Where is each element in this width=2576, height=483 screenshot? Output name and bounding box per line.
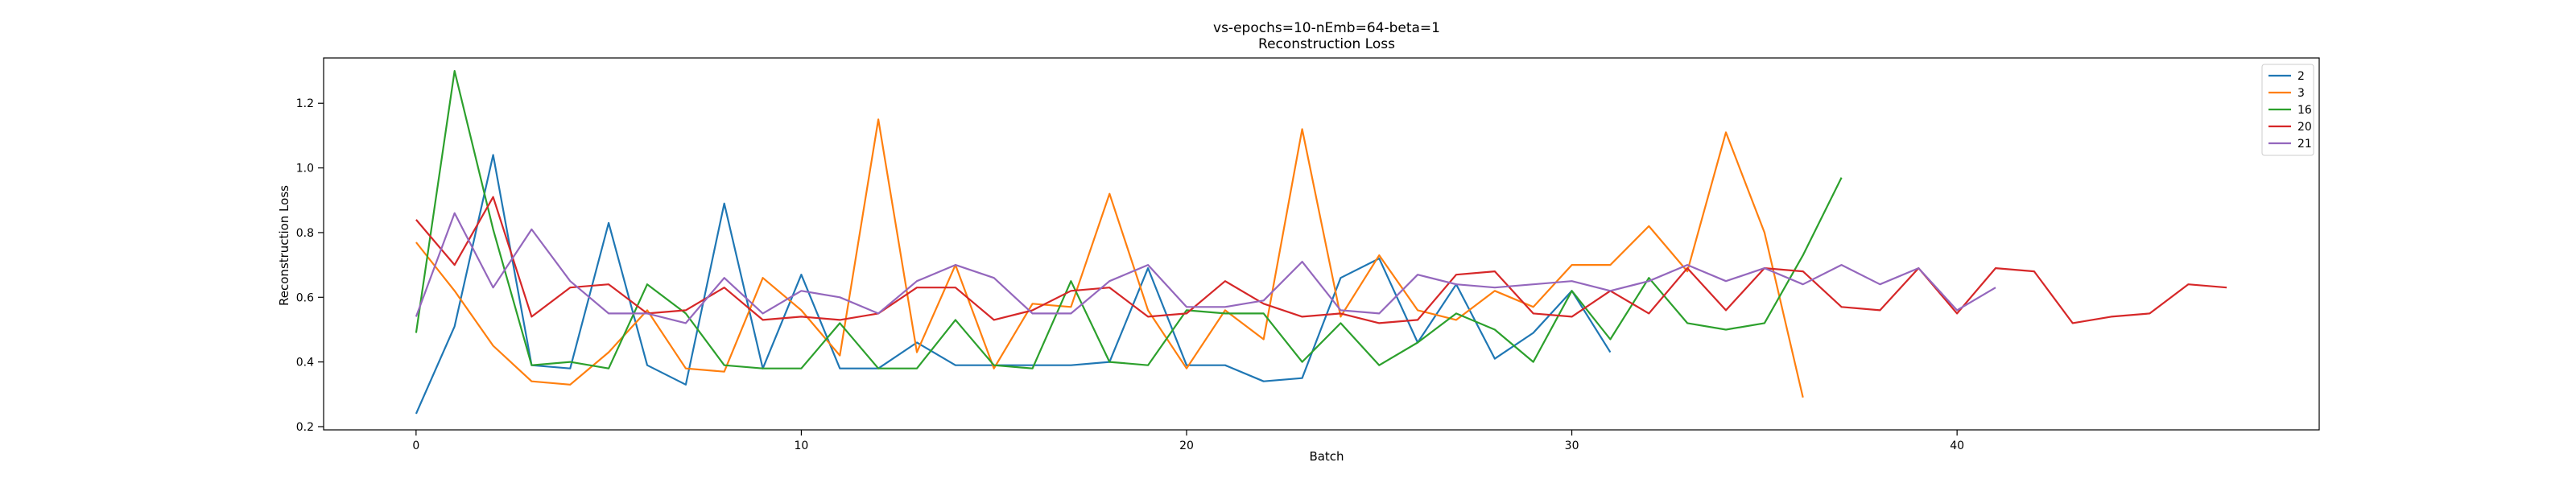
x-tick-label: 30 — [1565, 440, 1579, 452]
legend: 2 3 16 20 21 — [2261, 64, 2314, 156]
chart-subtitle: Reconstruction Loss — [1258, 36, 1395, 52]
x-tick-label: 20 — [1179, 440, 1194, 452]
y-tick-label: 0.8 — [296, 227, 314, 240]
y-tick-label: 0.4 — [296, 357, 314, 369]
x-axis-label: Batch — [1309, 449, 1344, 464]
series-line-16 — [415, 69, 1843, 369]
x-tick-label: 40 — [1950, 440, 1964, 452]
series-line-2 — [415, 154, 1612, 415]
legend-label-2: 2 — [2297, 70, 2305, 83]
x-tick-label: 0 — [412, 440, 419, 452]
plot-frame — [323, 57, 2320, 431]
plot-area — [415, 69, 2227, 415]
y-tick-label: 0.2 — [296, 421, 314, 434]
y-tick-label: 1.2 — [296, 97, 314, 110]
series-line-21 — [415, 212, 1996, 324]
chart-title: vs-epochs=10-nEmb=64-beta=1 — [1213, 20, 1440, 36]
axes: 0 10 20 30 40 0.2 0.4 0.6 0.8 1.0 1.2 — [296, 57, 2320, 452]
legend-label-16: 16 — [2297, 104, 2312, 117]
legend-label-3: 3 — [2297, 87, 2305, 100]
y-tick-label: 1.0 — [296, 163, 314, 175]
x-tick-label: 10 — [795, 440, 809, 452]
y-tick-label: 0.6 — [296, 291, 314, 304]
legend-label-21: 21 — [2297, 138, 2312, 151]
legend-label-20: 20 — [2297, 121, 2312, 134]
series-line-3 — [415, 118, 1804, 398]
series-line-20 — [415, 196, 2227, 324]
y-axis-label: Reconstruction Loss — [277, 185, 291, 306]
